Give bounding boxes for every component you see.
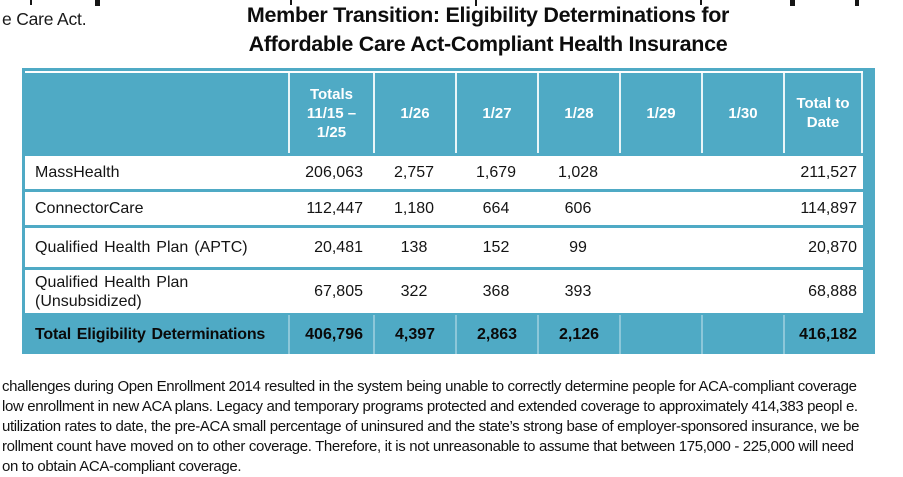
cell-1-29 <box>619 315 701 354</box>
cell-1-28: 2,126 <box>537 315 619 354</box>
footer-line: challenges during Open Enrollment 2014 r… <box>2 378 857 395</box>
cell-1-28: 99 <box>569 238 587 256</box>
cell-total-to-date: 416,182 <box>783 315 863 354</box>
cell-1-27: 2,863 <box>455 315 537 354</box>
header-cell-1-26: 1/26 <box>373 73 455 153</box>
footer-line: low enrollment in new ACA plans. Legacy … <box>2 398 858 415</box>
header-cell-1-27: 1/27 <box>455 73 537 153</box>
page-title-line2: Affordable Care Act-Compliant Health Ins… <box>248 32 728 56</box>
row-label: Qualified Health Plan (Unsubsidized) <box>35 273 189 310</box>
header-cell-1-29: 1/29 <box>619 73 701 153</box>
cell-totals: 112,447 <box>306 199 363 217</box>
cell-1-27: 368 <box>482 282 510 300</box>
row-label: ConnectorCare <box>35 200 144 217</box>
cell-total-to-date: 20,870 <box>808 238 857 256</box>
cell-totals: 406,796 <box>288 315 373 354</box>
cell-totals: 20,481 <box>314 238 363 256</box>
header-cell-totals: Totals 11/15 – 1/25 <box>288 73 373 153</box>
cell-1-27: 1,679 <box>475 163 517 181</box>
table-row-connectorcare: ConnectorCare 112,447 1,180 664 606 114,… <box>25 189 863 225</box>
page-title: Member Transition: Eligibility Determina… <box>88 1 888 59</box>
cell-totals: 206,063 <box>305 163 363 181</box>
header-cell-blank <box>25 73 288 153</box>
table-row-masshealth: MassHealth 206,063 2,757 1,679 1,028 211… <box>25 153 863 189</box>
header-cell-1-28: 1/28 <box>537 73 619 153</box>
clipped-sentence-fragment: e Care Act. <box>2 9 87 29</box>
cell-totals: 67,805 <box>314 282 363 300</box>
cell-total-to-date: 114,897 <box>800 199 857 217</box>
cell-1-30 <box>701 315 783 354</box>
cell-total-to-date: 68,888 <box>808 282 857 300</box>
table-row-qhp-aptc: Qualified Health Plan (APTC) 20,481 138 … <box>25 225 863 267</box>
table-top-gap <box>25 71 863 73</box>
row-label: Qualified Health Plan (APTC) <box>35 239 248 256</box>
cell-1-27: 664 <box>482 199 510 217</box>
footer-paragraph: challenges during Open Enrollment 2014 r… <box>2 377 903 477</box>
table-total-row: Total Eligibility Determinations 406,796… <box>25 313 863 354</box>
cell-1-26: 322 <box>400 282 428 300</box>
eligibility-table: Totals 11/15 – 1/25 1/26 1/27 1/28 1/29 … <box>22 68 875 354</box>
footer-line: rollment count have moved on to other co… <box>2 438 854 455</box>
cell-total-to-date: 211,527 <box>800 163 857 181</box>
cell-1-26: 1,180 <box>393 199 435 217</box>
table-header-row: Totals 11/15 – 1/25 1/26 1/27 1/28 1/29 … <box>25 73 863 153</box>
cell-1-26: 4,397 <box>373 315 455 354</box>
total-row-label: Total Eligibility Determinations <box>35 326 266 343</box>
footer-line: utilization rates to date, the pre-ACA s… <box>2 418 860 435</box>
footer-line: on to obtain ACA-compliant coverage. <box>2 458 242 475</box>
cell-1-28: 606 <box>564 199 592 217</box>
header-cell-total-to-date: Total to Date <box>783 73 863 153</box>
cell-1-28: 393 <box>564 282 592 300</box>
header-cell-1-30: 1/30 <box>701 73 783 153</box>
cell-1-26: 138 <box>400 238 428 256</box>
table-row-qhp-unsubsidized: Qualified Health Plan (Unsubsidized) 67,… <box>25 267 863 313</box>
row-label: MassHealth <box>35 164 120 181</box>
cell-1-26: 2,757 <box>393 163 435 181</box>
cell-1-28: 1,028 <box>557 163 599 181</box>
page-title-line1: Member Transition: Eligibility Determina… <box>246 3 730 27</box>
cell-1-27: 152 <box>482 238 510 256</box>
